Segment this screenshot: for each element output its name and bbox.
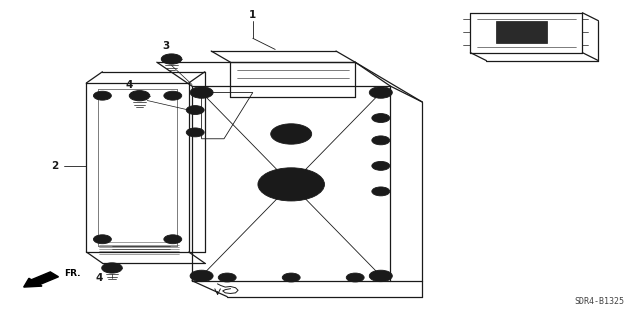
Circle shape — [282, 273, 300, 282]
Circle shape — [352, 276, 358, 279]
Circle shape — [170, 238, 176, 241]
Circle shape — [372, 187, 390, 196]
Circle shape — [192, 131, 198, 134]
Circle shape — [372, 161, 390, 170]
Circle shape — [224, 276, 230, 279]
Circle shape — [346, 273, 364, 282]
Text: 1: 1 — [249, 10, 257, 20]
Circle shape — [99, 238, 106, 241]
Circle shape — [93, 235, 111, 244]
Text: FR.: FR. — [64, 269, 81, 278]
Circle shape — [102, 263, 122, 273]
Circle shape — [378, 116, 384, 120]
Circle shape — [377, 91, 385, 94]
Circle shape — [198, 91, 205, 94]
Circle shape — [198, 274, 205, 278]
Text: 3: 3 — [163, 41, 170, 51]
Circle shape — [164, 91, 182, 100]
Circle shape — [186, 106, 204, 115]
Circle shape — [190, 87, 213, 98]
Circle shape — [161, 54, 182, 64]
Circle shape — [129, 91, 150, 101]
Circle shape — [190, 270, 213, 282]
Circle shape — [99, 94, 106, 97]
Circle shape — [378, 164, 384, 167]
Text: 4: 4 — [95, 273, 103, 284]
Text: 4: 4 — [125, 79, 133, 90]
Circle shape — [170, 94, 176, 97]
Circle shape — [258, 168, 324, 201]
Circle shape — [288, 276, 294, 279]
Circle shape — [378, 139, 384, 142]
Bar — [496, 21, 547, 43]
Circle shape — [369, 87, 392, 98]
Circle shape — [271, 124, 312, 144]
Circle shape — [369, 270, 392, 282]
Circle shape — [186, 128, 204, 137]
Circle shape — [372, 114, 390, 122]
Circle shape — [378, 190, 384, 193]
Text: SDR4-B1325: SDR4-B1325 — [574, 297, 624, 306]
Circle shape — [377, 274, 385, 278]
Circle shape — [93, 91, 111, 100]
FancyArrow shape — [24, 272, 58, 287]
Circle shape — [218, 273, 236, 282]
Circle shape — [192, 108, 198, 112]
Circle shape — [372, 136, 390, 145]
Text: 2: 2 — [51, 161, 58, 171]
Circle shape — [164, 235, 182, 244]
